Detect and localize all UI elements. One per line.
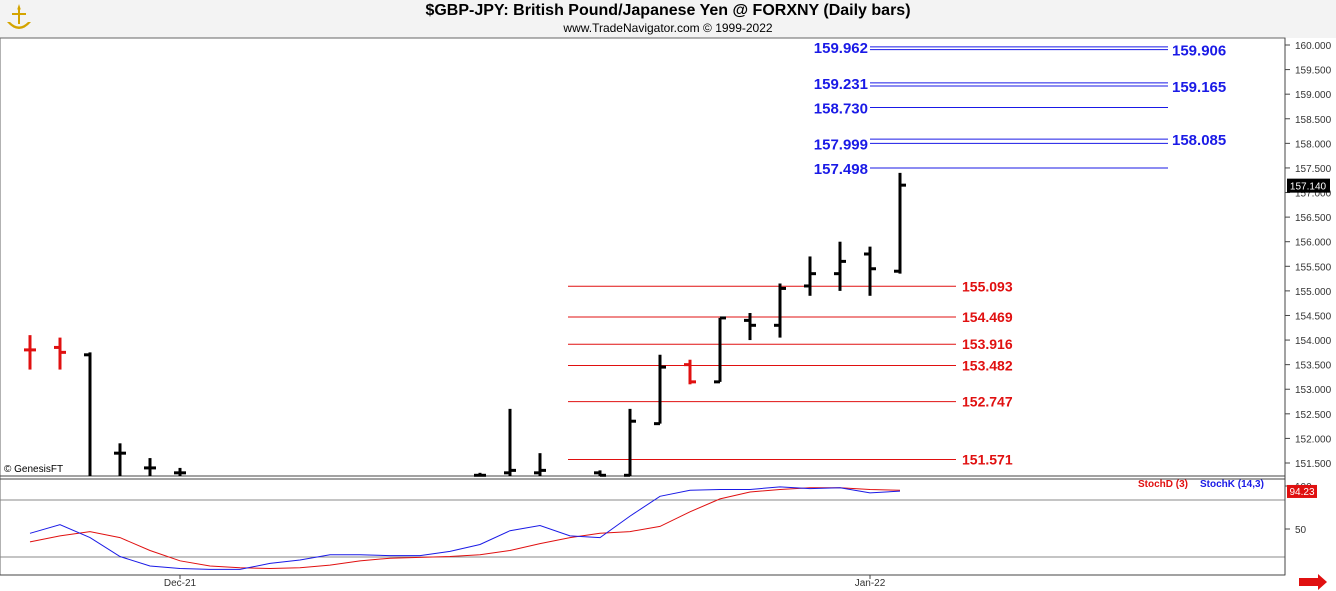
price-tick-label: 153.000 bbox=[1295, 385, 1332, 396]
red-level-label: 155.093 bbox=[962, 278, 1013, 294]
red-level-label: 153.916 bbox=[962, 336, 1013, 352]
red-level-label: 154.469 bbox=[962, 309, 1013, 325]
stochastic-lines bbox=[29, 486, 901, 570]
stoch-series-line bbox=[29, 487, 901, 570]
chart-subtitle: www.TradeNavigator.com © 1999-2022 bbox=[563, 21, 773, 35]
price-tick-label: 157.500 bbox=[1295, 164, 1332, 175]
stoch-series-line bbox=[29, 486, 901, 570]
value-markers: 157.140 94.23 bbox=[1287, 178, 1330, 498]
blue-level-label: 159.906 bbox=[1172, 43, 1226, 60]
price-tick-label: 153.500 bbox=[1295, 361, 1332, 372]
blue-level-label: 157.498 bbox=[814, 161, 868, 178]
price-tick-label: 157.000 bbox=[1295, 189, 1332, 200]
stoch-k-legend: StochK (14,3) bbox=[1200, 479, 1264, 490]
price-tick-label: 155.000 bbox=[1295, 287, 1332, 298]
blue-level-label: 158.085 bbox=[1172, 132, 1226, 149]
price-tick-label: 158.500 bbox=[1295, 115, 1332, 126]
price-bars bbox=[24, 172, 906, 477]
red-level-label: 153.482 bbox=[962, 358, 1013, 374]
blue-level-label: 159.165 bbox=[1172, 79, 1226, 96]
copyright-label: © GenesisFT bbox=[4, 464, 63, 475]
stoch-tick-label: 50 bbox=[1295, 525, 1307, 536]
red-level-label: 152.747 bbox=[962, 394, 1013, 410]
stoch-d-legend: StochD (3) bbox=[1138, 479, 1188, 490]
red-level-label: 151.571 bbox=[962, 452, 1013, 468]
price-tick-label: 159.000 bbox=[1295, 90, 1332, 101]
stoch-value-box bbox=[1287, 484, 1317, 498]
price-tick-label: 158.000 bbox=[1295, 139, 1332, 150]
time-axis: Dec-21 Jan-22 bbox=[164, 575, 886, 589]
fib-levels: 159.962 159.906 159.231 159.165 158.730 157.9… bbox=[568, 40, 1226, 468]
blue-level-label: 158.730 bbox=[814, 100, 868, 117]
blue-level-label: 159.231 bbox=[814, 76, 868, 93]
price-tick-label: 152.000 bbox=[1295, 434, 1332, 445]
last-price-label: 157.140 bbox=[1290, 182, 1327, 193]
price-tick-label: 156.000 bbox=[1295, 238, 1332, 249]
blue-level-label: 157.999 bbox=[814, 136, 868, 153]
price-tick-label: 152.500 bbox=[1295, 410, 1332, 421]
time-tick-label: Jan-22 bbox=[855, 578, 886, 589]
price-tick-label: 156.500 bbox=[1295, 213, 1332, 224]
scroll-right-arrow-icon[interactable] bbox=[1299, 574, 1327, 590]
stoch-value-label: 94.23 bbox=[1289, 487, 1314, 498]
price-pane bbox=[0, 37, 1286, 576]
trade-navigator-logo-icon bbox=[4, 2, 34, 39]
blue-level-label: 159.962 bbox=[814, 40, 868, 57]
price-tick-label: 154.500 bbox=[1295, 311, 1332, 322]
price-tick-label: 155.500 bbox=[1295, 262, 1332, 273]
price-tick-label: 154.000 bbox=[1295, 336, 1332, 347]
chart-header: $GBP-JPY: British Pound/Japanese Yen @ F… bbox=[0, 0, 1336, 38]
price-tick-label: 160.000 bbox=[1295, 41, 1332, 52]
stoch-legend: StochD (3) StochK (14,3) bbox=[1138, 479, 1264, 490]
price-tick-label: 151.500 bbox=[1295, 459, 1332, 470]
price-axis: 160.000 159.500 159.000 158.500 158.000 157.5… bbox=[1285, 41, 1332, 470]
chart-title: $GBP-JPY: British Pound/Japanese Yen @ F… bbox=[425, 2, 911, 19]
price-tick-label: 159.500 bbox=[1295, 66, 1332, 77]
time-tick-label: Dec-21 bbox=[164, 578, 197, 589]
last-price-box bbox=[1287, 178, 1330, 193]
